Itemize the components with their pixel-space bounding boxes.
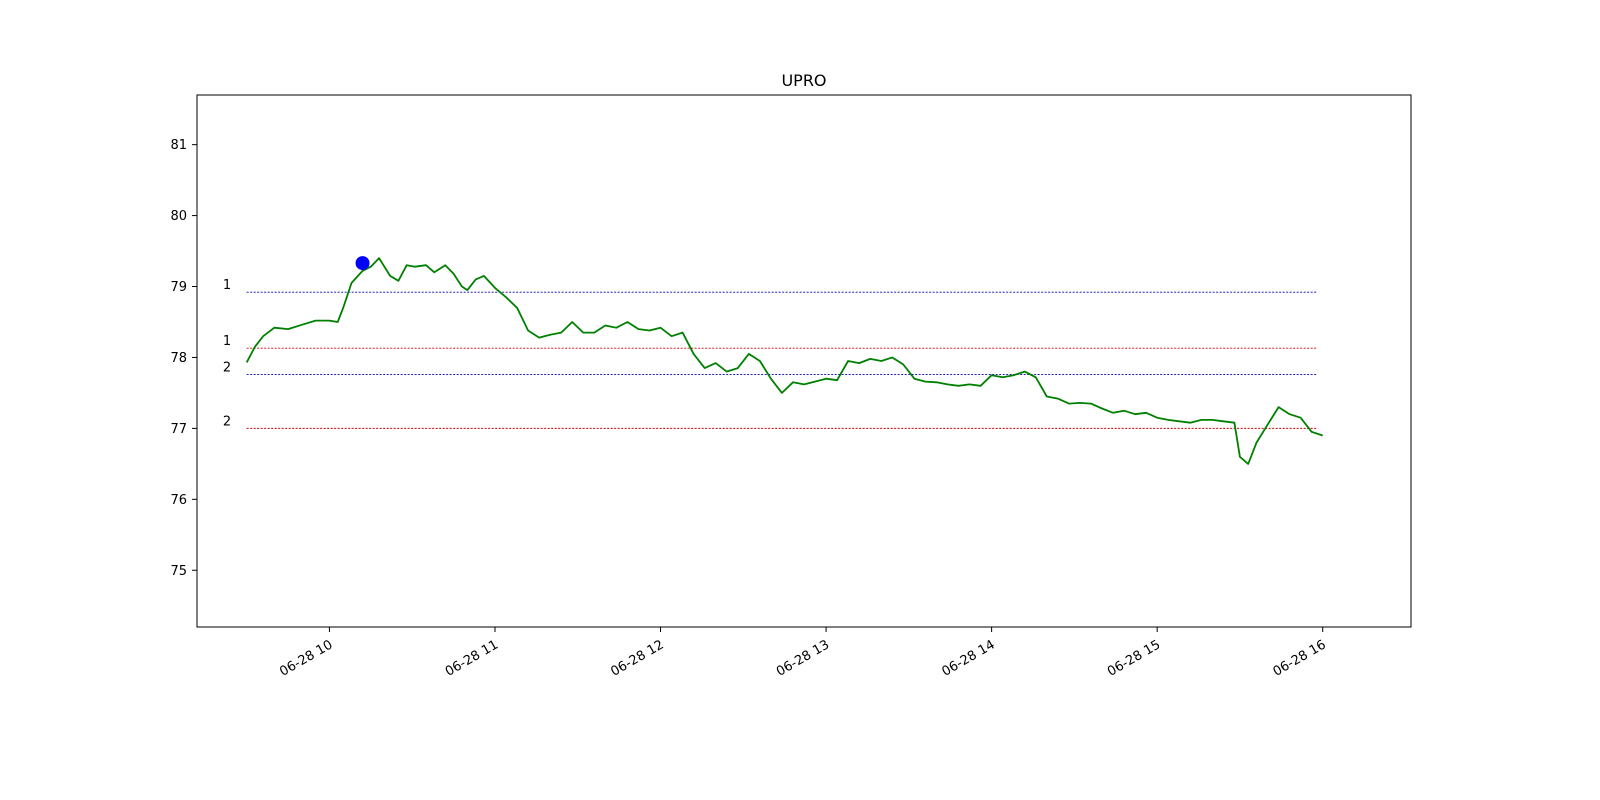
x-tick-label: 06-28 11 (443, 637, 501, 679)
marker-group (355, 256, 370, 271)
price-series-line (245, 257, 1323, 465)
y-tick-label: 76 (170, 493, 187, 508)
series-group (245, 257, 1323, 465)
x-tick-label: 06-28 14 (939, 637, 997, 679)
x-tick-label: 06-28 15 (1105, 637, 1163, 679)
plot-area-frame (196, 94, 1412, 628)
x-tick-label: 06-28 16 (1271, 637, 1329, 679)
x-axis: 06-28 10 06-28 11 06-28 12 06-28 13 06-28 14… (277, 627, 1329, 680)
level-lines-group: 1 1 2 2 (223, 278, 1318, 429)
y-tick-label: 79 (170, 280, 187, 295)
y-axis: 75 76 77 78 79 80 81 (170, 138, 197, 579)
marker-point (355, 256, 370, 271)
y-tick-label: 81 (170, 138, 187, 153)
x-tick-label: 06-28 12 (608, 637, 666, 679)
x-tick-label: 06-28 13 (774, 637, 832, 679)
y-tick-label: 77 (170, 422, 187, 437)
level-label: 1 (223, 278, 231, 293)
y-tick-label: 78 (170, 351, 187, 366)
level-label: 2 (223, 360, 231, 375)
chart-title: UPRO (781, 71, 826, 90)
level-label: 1 (223, 334, 231, 349)
level-label: 2 (223, 414, 231, 429)
x-tick-label: 06-28 10 (277, 637, 335, 679)
y-tick-label: 75 (170, 564, 187, 579)
y-tick-label: 80 (170, 209, 187, 224)
